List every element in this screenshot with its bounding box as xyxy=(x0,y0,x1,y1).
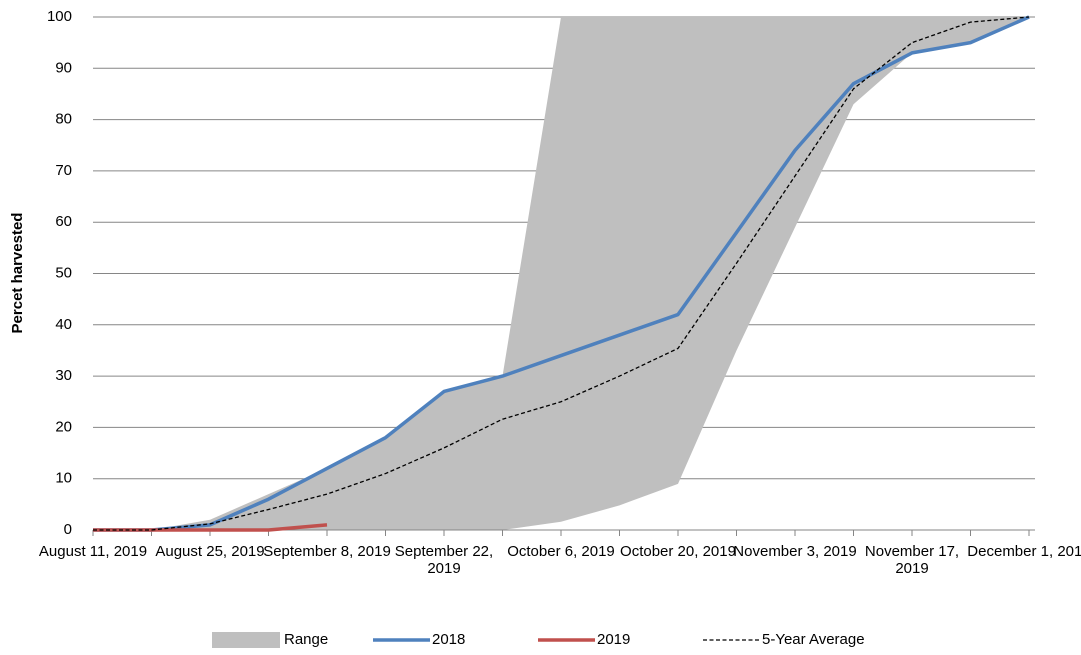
y-axis-label: Percet harvested xyxy=(9,213,26,334)
x-tick-label: August 25, 2019 xyxy=(155,543,265,560)
x-tick-label: November 3, 2019 xyxy=(733,543,857,560)
x-tick-label: December 1, 2019 xyxy=(967,543,1081,560)
y-tick-label: 10 xyxy=(55,470,72,487)
y-tick-label: 40 xyxy=(55,316,72,333)
legend-label: 5-Year Average xyxy=(762,631,865,648)
legend-label: Range xyxy=(284,631,328,648)
legend-swatch xyxy=(212,632,280,648)
range-area xyxy=(93,17,1029,530)
x-tick-label: August 11, 2019 xyxy=(38,543,148,560)
y-tick-label: 100 xyxy=(47,8,72,25)
x-tick-label: September 22, 2019 xyxy=(394,543,494,577)
x-tick-label: November 17, 2019 xyxy=(864,543,960,577)
x-tick-label: September 8, 2019 xyxy=(263,543,391,560)
y-tick-label: 20 xyxy=(55,418,72,435)
x-tick-label: October 20, 2019 xyxy=(620,543,736,560)
y-tick-label: 30 xyxy=(55,367,72,384)
y-tick-label: 80 xyxy=(55,111,72,128)
x-tick-label: October 6, 2019 xyxy=(507,543,615,560)
y-tick-label: 70 xyxy=(55,162,72,179)
legend-label: 2019 xyxy=(597,631,630,648)
y-tick-label: 50 xyxy=(55,264,72,281)
y-tick-label: 90 xyxy=(55,59,72,76)
legend-label: 2018 xyxy=(432,631,465,648)
line xyxy=(93,16,1030,531)
y-tick-label: 0 xyxy=(64,521,72,538)
y-tick-label: 60 xyxy=(55,213,72,230)
